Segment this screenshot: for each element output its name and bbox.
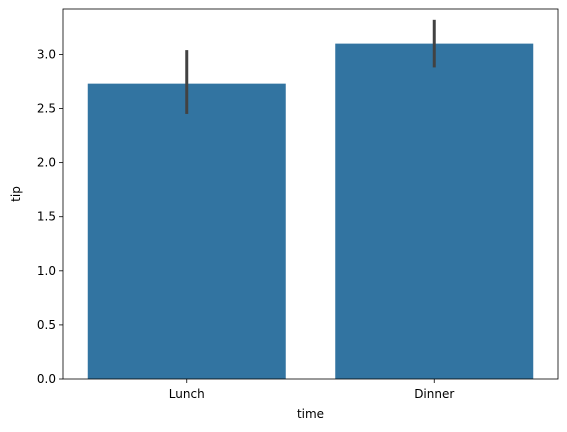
y-axis-ticks: 0.0 0.5 1.0 1.5 2.0 2.5 3.0	[37, 47, 63, 386]
bar-lunch	[87, 83, 286, 380]
y-tick-label: 3.0	[37, 47, 56, 61]
bar-dinner	[335, 43, 534, 380]
y-tick-label: 2.0	[37, 156, 56, 170]
y-tick-label: 1.0	[37, 264, 56, 278]
y-tick-label: 1.5	[37, 210, 56, 224]
bars-group	[87, 43, 534, 380]
y-tick-label: 0.0	[37, 372, 56, 386]
plot-frame	[62, 8, 559, 380]
x-axis-ticks: Lunch Dinner	[169, 379, 454, 401]
y-tick-label: 2.5	[37, 102, 56, 116]
x-axis-label: time	[297, 407, 324, 421]
error-bars-group	[185, 19, 436, 114]
y-axis-label: tip	[9, 186, 23, 202]
x-tick-label: Lunch	[169, 387, 205, 401]
x-tick-label: Dinner	[414, 387, 454, 401]
y-tick-label: 0.5	[37, 318, 56, 332]
